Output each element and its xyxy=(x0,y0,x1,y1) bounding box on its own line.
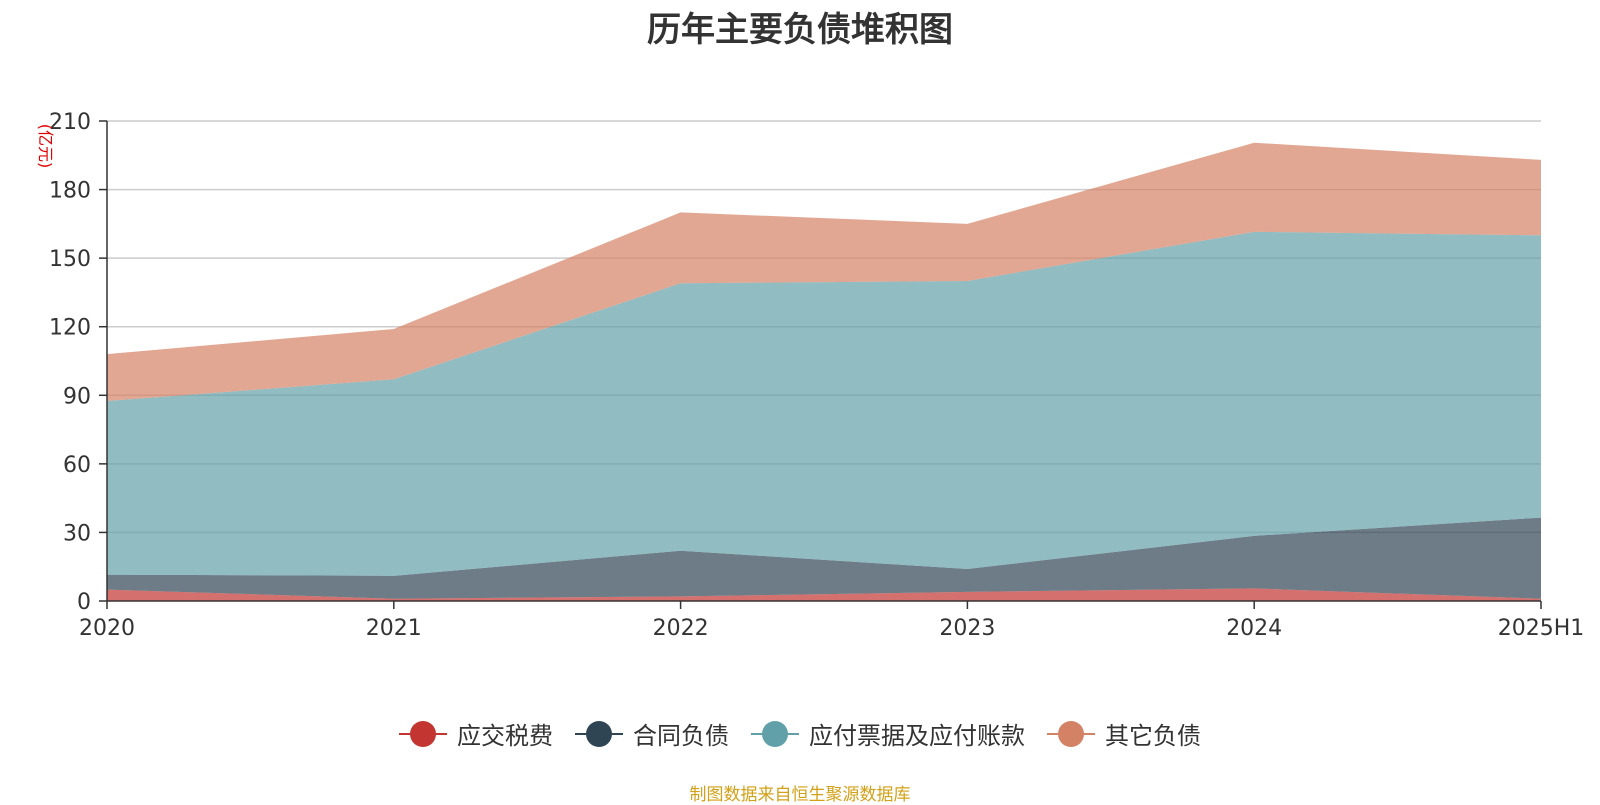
legend-label: 应付票据及应付账款 xyxy=(809,722,1025,750)
x-tick-label-1: 2021 xyxy=(366,616,422,641)
legend-item-2[interactable]: 应付票据及应付账款 xyxy=(751,716,1025,751)
y-tick-label-0: 0 xyxy=(77,590,91,615)
area-series-1 xyxy=(107,517,1541,599)
y-tick-label-90: 90 xyxy=(63,384,91,409)
legend-marker-icon xyxy=(575,720,623,747)
y-tick-label-210: 210 xyxy=(49,110,91,135)
y-tick-label-60: 60 xyxy=(63,453,91,478)
y-tick-label-150: 150 xyxy=(49,247,91,272)
x-tick-label-3: 2023 xyxy=(939,616,995,641)
legend-label: 合同负债 xyxy=(633,722,729,750)
axes xyxy=(99,120,1542,609)
legend-marker-icon xyxy=(399,720,447,747)
legend-label: 其它负债 xyxy=(1105,722,1201,750)
y-unit-label: (亿元) xyxy=(36,124,55,169)
area-series-2 xyxy=(107,231,1541,576)
tick-labels: 0 30 60 90 120 150 180 210 2020 2021 2022 2023 2024 2… xyxy=(36,110,1584,641)
area-series-3 xyxy=(107,142,1541,401)
legend-item-3[interactable]: 其它负债 xyxy=(1047,716,1201,751)
legend-label: 应交税费 xyxy=(457,722,553,750)
x-tick-label-5: 2025H1 xyxy=(1498,616,1585,641)
x-tick-label-2: 2022 xyxy=(653,616,709,641)
chart-title: 历年主要负债堆积图 xyxy=(647,10,953,50)
x-tick-label-4: 2024 xyxy=(1226,616,1282,641)
source-note: 制图数据来自恒生聚源数据库 xyxy=(689,785,911,805)
x-tick-label-0: 2020 xyxy=(79,616,135,641)
legend-marker-icon xyxy=(751,720,799,747)
legend: 应交税费 合同负债 应付票据及应付账款 其它负债 xyxy=(0,716,1600,751)
stacked-areas xyxy=(107,142,1541,601)
y-tick-label-180: 180 xyxy=(49,179,91,204)
legend-marker-icon xyxy=(1047,720,1095,747)
legend-item-1[interactable]: 合同负债 xyxy=(575,716,729,751)
area-series-0 xyxy=(107,588,1541,601)
y-tick-label-30: 30 xyxy=(63,521,91,546)
legend-item-0[interactable]: 应交税费 xyxy=(399,716,553,751)
y-tick-label-120: 120 xyxy=(49,316,91,341)
